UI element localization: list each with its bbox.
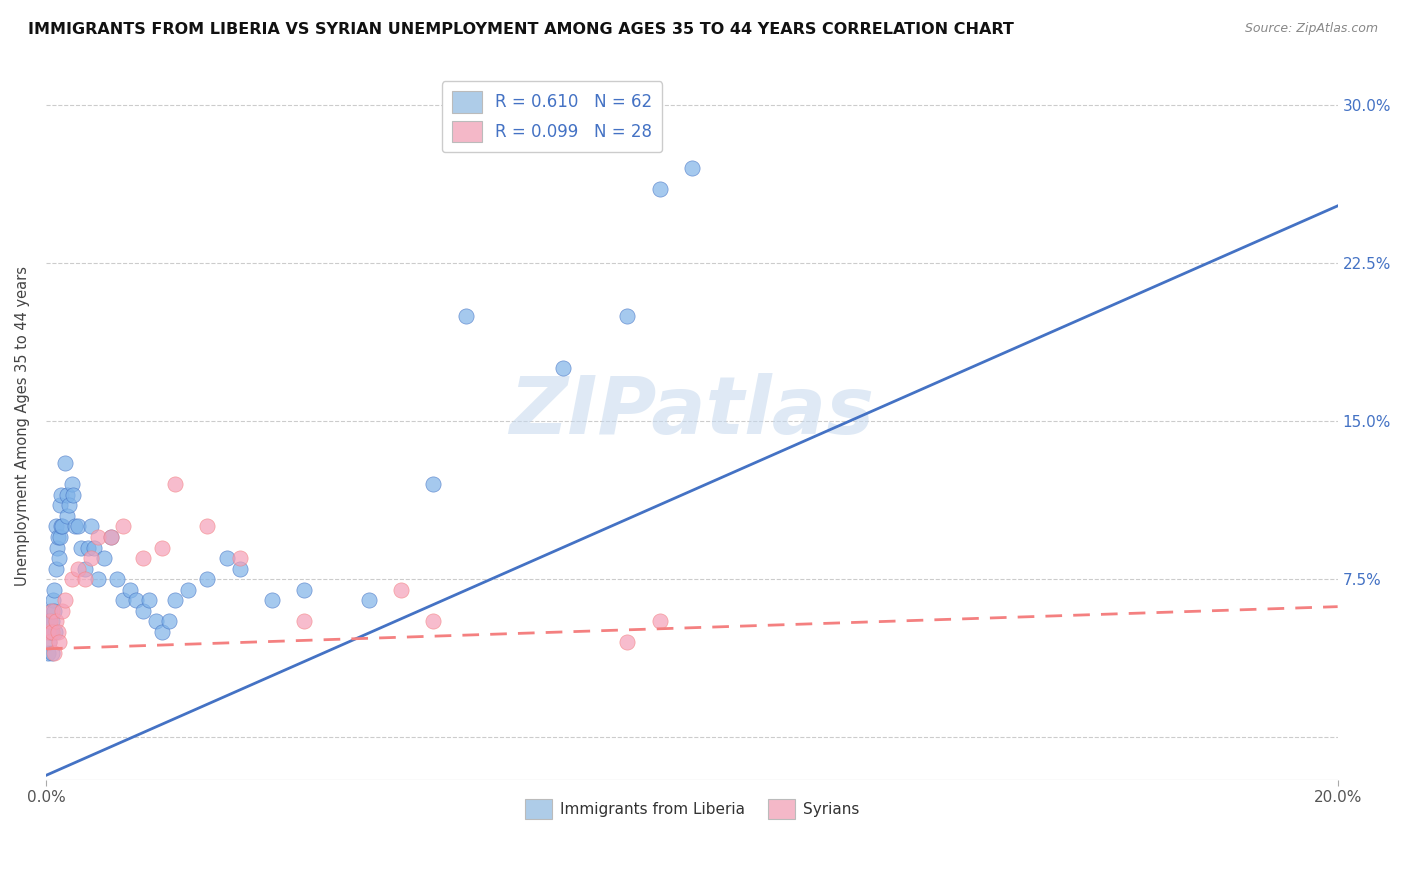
Point [55, 488, 77, 502]
Point [138, 593, 160, 607]
Point [41, 604, 63, 618]
Point [51, 519, 73, 533]
Point [197, 572, 219, 586]
Point [260, 593, 283, 607]
Point [83, 541, 105, 555]
Point [93, 551, 115, 566]
Point [112, 593, 135, 607]
Point [125, 593, 148, 607]
Point [48, 635, 70, 649]
Point [63, 519, 86, 533]
Point [292, 582, 315, 597]
Point [100, 530, 122, 544]
Point [165, 593, 187, 607]
Point [58, 499, 80, 513]
Point [49, 519, 72, 533]
Point [70, 541, 93, 555]
Point [56, 508, 79, 523]
Point [150, 541, 173, 555]
Point [45, 615, 67, 629]
Legend: Immigrants from Liberia, Syrians: Immigrants from Liberia, Syrians [519, 793, 865, 825]
Point [86, 530, 108, 544]
Point [422, 477, 444, 491]
Point [454, 309, 477, 323]
Point [39, 604, 62, 618]
Point [292, 615, 315, 629]
Point [38, 635, 60, 649]
Point [77, 541, 100, 555]
Point [648, 615, 671, 629]
Point [157, 615, 180, 629]
Point [41, 615, 63, 629]
Point [67, 519, 90, 533]
Text: Source: ZipAtlas.com: Source: ZipAtlas.com [1244, 22, 1378, 36]
Point [73, 562, 96, 576]
Point [41, 624, 63, 639]
Point [42, 604, 65, 618]
Point [46, 624, 69, 639]
Point [39, 624, 62, 639]
Point [44, 582, 66, 597]
Point [41, 646, 63, 660]
Point [132, 551, 155, 566]
Point [38, 615, 60, 629]
Point [177, 582, 200, 597]
Point [60, 572, 83, 586]
Point [648, 182, 671, 196]
Point [165, 477, 187, 491]
Point [39, 615, 62, 629]
Point [46, 541, 69, 555]
Point [105, 572, 128, 586]
Point [422, 615, 444, 629]
Point [197, 519, 219, 533]
Text: IMMIGRANTS FROM LIBERIA VS SYRIAN UNEMPLOYMENT AMONG AGES 35 TO 44 YEARS CORRELA: IMMIGRANTS FROM LIBERIA VS SYRIAN UNEMPL… [28, 22, 1014, 37]
Point [45, 562, 67, 576]
Point [73, 572, 96, 586]
Point [228, 551, 250, 566]
Point [45, 519, 67, 533]
Point [37, 646, 59, 660]
Point [51, 488, 73, 502]
Point [150, 624, 173, 639]
Point [60, 477, 83, 491]
Point [80, 519, 103, 533]
Point [100, 530, 122, 544]
Point [112, 519, 135, 533]
Point [67, 562, 90, 576]
Point [145, 615, 167, 629]
Point [215, 551, 238, 566]
Point [357, 593, 380, 607]
Point [48, 551, 70, 566]
Point [42, 593, 65, 607]
Point [551, 361, 574, 376]
Point [86, 572, 108, 586]
Point [37, 615, 59, 629]
Point [80, 551, 103, 566]
Point [48, 530, 70, 544]
Point [38, 624, 60, 639]
Point [38, 635, 60, 649]
Point [389, 582, 412, 597]
Point [132, 604, 155, 618]
Point [53, 593, 76, 607]
Point [118, 582, 141, 597]
Point [228, 562, 250, 576]
Y-axis label: Unemployment Among Ages 35 to 44 years: Unemployment Among Ages 35 to 44 years [15, 267, 30, 586]
Point [37, 624, 59, 639]
Point [46, 530, 69, 544]
Point [681, 161, 703, 175]
Point [616, 635, 638, 649]
Point [44, 624, 66, 639]
Point [616, 309, 638, 323]
Point [51, 604, 73, 618]
Point [42, 646, 65, 660]
Point [53, 456, 76, 470]
Point [49, 499, 72, 513]
Point [62, 488, 84, 502]
Text: ZIPatlas: ZIPatlas [509, 373, 875, 451]
